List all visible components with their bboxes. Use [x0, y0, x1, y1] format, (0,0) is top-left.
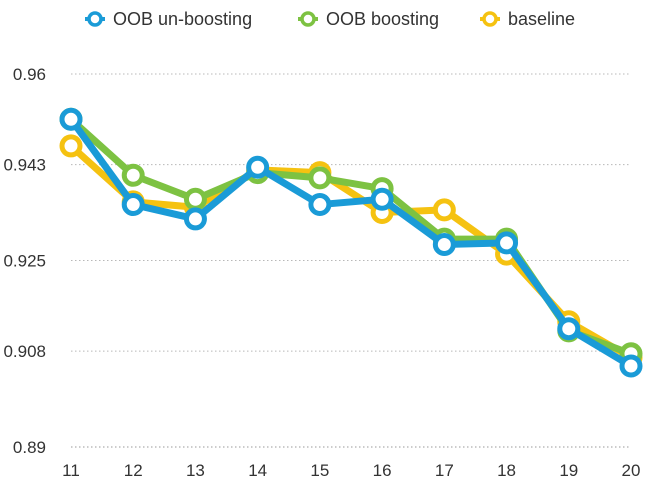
data-point-oob-un-boosting: [432, 233, 456, 257]
legend-label: OOB un-boosting: [113, 9, 252, 29]
legend-swatch-marker: [482, 11, 498, 27]
series-oob-boosting: [59, 107, 643, 366]
data-point-oob-un-boosting: [308, 193, 332, 217]
x-tick-label: 13: [186, 461, 205, 480]
data-point-oob-un-boosting: [370, 187, 394, 211]
x-tick-label: 16: [373, 461, 392, 480]
y-tick-label: 0.908: [3, 342, 46, 361]
series-oob-un-boosting: [59, 107, 643, 378]
data-point-baseline: [432, 198, 456, 222]
legend-label: OOB boosting: [326, 9, 439, 29]
legend-item-oob-boosting: OOB boosting: [298, 9, 439, 29]
x-tick-label: 17: [435, 461, 454, 480]
y-tick-label: 0.925: [3, 252, 46, 271]
y-tick-label: 0.943: [3, 156, 46, 175]
data-point-oob-boosting: [183, 187, 207, 211]
x-tick-label: 14: [248, 461, 267, 480]
x-tick-label: 12: [124, 461, 143, 480]
series-line-oob-boosting: [67, 115, 635, 358]
y-axis-ticks: 0.96 0.943 0.925 0.908 0.89: [3, 65, 46, 457]
gridlines: [71, 73, 631, 448]
x-tick-label: 15: [310, 461, 329, 480]
x-tick-label: 11: [62, 461, 80, 480]
y-tick-label: 0.96: [13, 65, 46, 84]
data-point-oob-un-boosting: [246, 155, 270, 179]
legend-item-baseline: baseline: [480, 9, 575, 29]
data-point-oob-un-boosting: [121, 193, 145, 217]
x-tick-label: 20: [622, 461, 641, 480]
legend-swatch-marker: [87, 11, 103, 27]
series-line-baseline: [67, 142, 635, 361]
data-point-oob-un-boosting: [557, 317, 581, 341]
legend-swatch-marker: [300, 11, 316, 27]
series-baseline: [59, 134, 643, 369]
legend: OOB un-boosting OOB boosting baseline: [85, 9, 575, 29]
x-tick-label: 19: [559, 461, 578, 480]
data-point-oob-boosting: [308, 166, 332, 190]
data-point-oob-un-boosting: [59, 107, 83, 131]
data-point-baseline: [59, 134, 83, 158]
legend-item-oob-un-boosting: OOB un-boosting: [85, 9, 252, 29]
series-group: [59, 107, 643, 378]
legend-label: baseline: [508, 9, 575, 29]
series-line-oob-un-boosting: [67, 115, 635, 370]
x-axis-ticks: 11 12 13 14 15 16 17 18 19 20: [62, 461, 640, 480]
data-point-oob-un-boosting: [619, 354, 643, 378]
x-tick-label: 18: [497, 461, 516, 480]
data-point-oob-un-boosting: [495, 231, 519, 255]
data-point-oob-un-boosting: [183, 207, 207, 231]
data-point-oob-boosting: [121, 163, 145, 187]
y-tick-label: 0.89: [13, 438, 46, 457]
